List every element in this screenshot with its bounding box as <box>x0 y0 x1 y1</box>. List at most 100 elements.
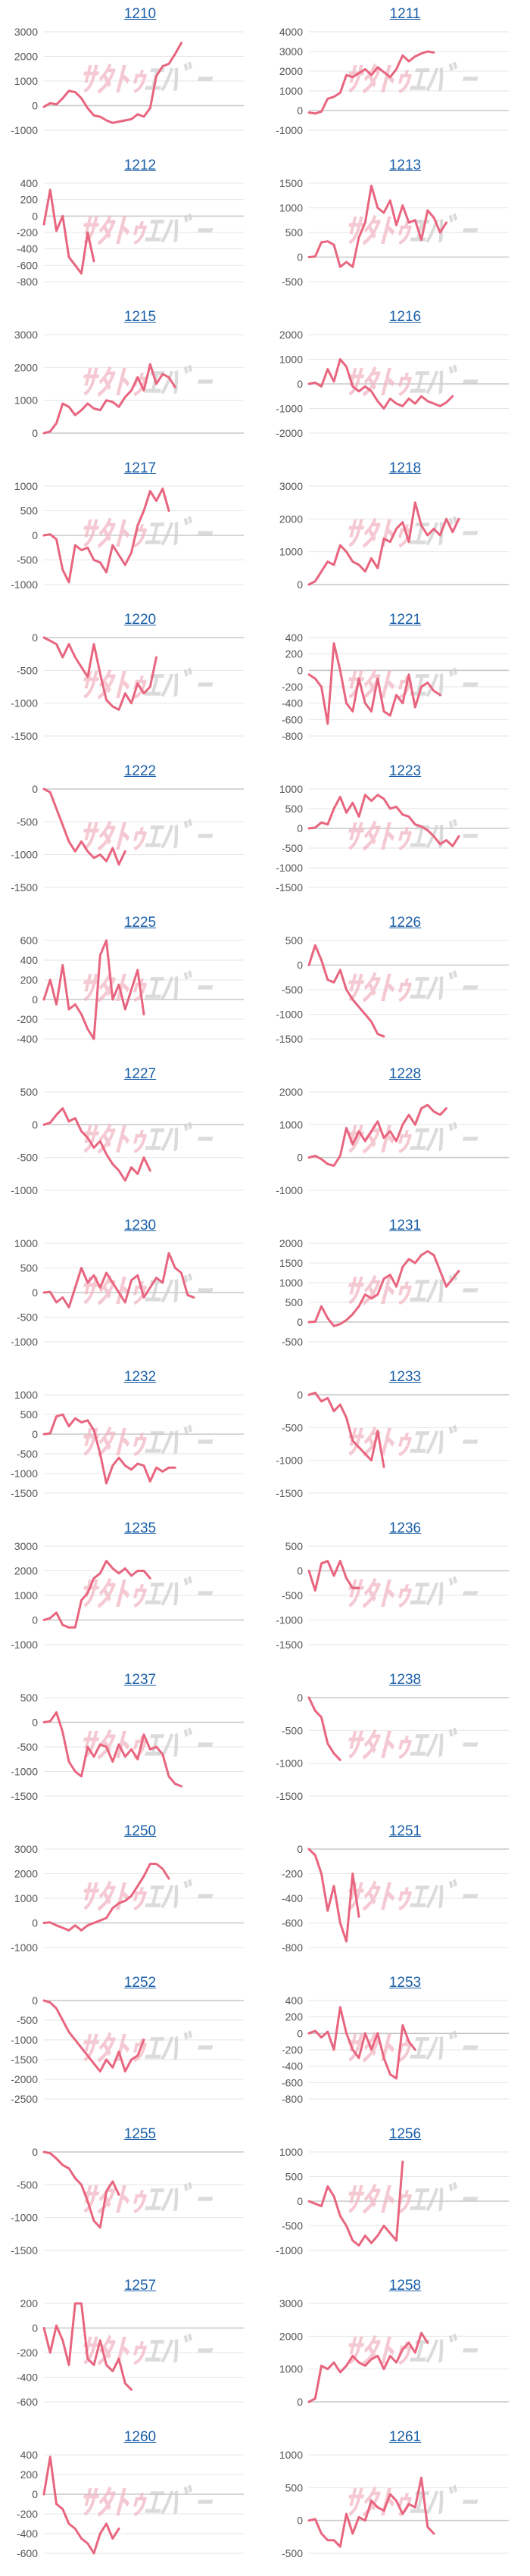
chart-title-link[interactable]: 1251 <box>388 1823 422 1839</box>
y-tick-label: 0 <box>297 959 303 971</box>
watermark-right: ｴﾊﾞｰ <box>409 364 479 401</box>
series-line <box>42 1413 176 1485</box>
y-tick-label: 1000 <box>279 783 303 795</box>
chart-title-link[interactable]: 1233 <box>388 1369 422 1385</box>
chart-title-link[interactable]: 1211 <box>389 6 421 22</box>
series-line <box>307 2331 429 2403</box>
chart-panel-1235: 3000 2000 1000 0 -1000 ｻﾀﾄｩ ｴﾊﾞｰ 1235 <box>0 1516 265 1667</box>
y-tick-label: 0 <box>32 2146 38 2158</box>
y-tick-label: -1500 <box>11 1487 38 1499</box>
chart-title-link[interactable]: 1250 <box>123 1823 157 1839</box>
y-tick-label: -500 <box>17 1152 38 1164</box>
y-tick-label: -1500 <box>276 1487 303 1499</box>
chart-panel-1256: 1000 500 0 -500 -1000 ｻﾀﾄｩ ｴﾊﾞｰ 1256 <box>265 2122 530 2273</box>
chart-title-link[interactable]: 1212 <box>123 157 157 173</box>
y-tick-label: -800 <box>282 730 303 742</box>
y-tick-label: 1000 <box>14 75 38 87</box>
chart-title-link[interactable]: 1216 <box>388 309 422 325</box>
y-tick-label: 0 <box>297 1692 303 1704</box>
y-tick-label: -1000 <box>11 2212 38 2224</box>
y-tick-label: -800 <box>282 1941 303 1954</box>
watermark-left: ｻﾀﾄｩ <box>344 364 413 401</box>
y-tick-label: -500 <box>282 276 303 288</box>
watermark-left: ｻﾀﾄｩ <box>79 1576 148 1613</box>
chart-title-link[interactable]: 1210 <box>123 6 157 22</box>
chart-title-link[interactable]: 1230 <box>123 1218 157 1233</box>
y-tick-label: 3000 <box>279 2297 303 2309</box>
watermark-right: ｴﾊﾞｰ <box>409 2484 479 2521</box>
chart-title-link[interactable]: 1223 <box>388 763 422 779</box>
chart-title-link[interactable]: 1213 <box>388 157 422 173</box>
y-tick-label: 2000 <box>279 2330 303 2342</box>
chart-title-link[interactable]: 1226 <box>388 915 422 931</box>
y-tick-label: 500 <box>285 803 304 815</box>
chart-title-link[interactable]: 1222 <box>123 763 157 779</box>
y-tick-label: -200 <box>282 681 303 693</box>
y-tick-label: -1000 <box>276 1455 303 1467</box>
y-tick-label: 500 <box>285 2481 304 2493</box>
chart-panel-1257: 200 0 -200 -400 -600 ｻﾀﾄｩ ｴﾊﾞｰ 1257 <box>0 2273 265 2425</box>
chart-title-link[interactable]: 1227 <box>123 1066 157 1082</box>
chart-title-link[interactable]: 1228 <box>388 1066 422 1082</box>
chart-title-link[interactable]: 1252 <box>123 1975 157 1991</box>
y-tick-label: 1000 <box>14 1589 38 1601</box>
watermark-right: ｴﾊﾞｰ <box>409 1576 479 1613</box>
chart-title-link[interactable]: 1257 <box>123 2278 157 2294</box>
chart-panel-1261: 1000 500 0 -500 ｻﾀﾄｩ ｴﾊﾞｰ 1261 <box>265 2425 530 2576</box>
chart-title-link[interactable]: 1258 <box>388 2278 422 2294</box>
chart-panel-1226: 500 0 -500 -1000 -1500 ｻﾀﾄｩ ｴﾊﾞｰ 1226 <box>265 910 530 1062</box>
chart-panel-1238: 0 -500 -1000 -1500 ｻﾀﾄｩ ｴﾊﾞｰ 1238 <box>265 1667 530 1819</box>
y-tick-label: -1500 <box>276 1033 303 1045</box>
y-tick-label: -500 <box>282 984 303 996</box>
chart-title-link[interactable]: 1232 <box>123 1369 157 1385</box>
chart-title-link[interactable]: 1218 <box>388 460 422 476</box>
y-tick-label: -1000 <box>276 1009 303 1021</box>
chart-title-link[interactable]: 1237 <box>123 1672 157 1688</box>
chart-title-link[interactable]: 1235 <box>123 1520 157 1536</box>
chart-title-link[interactable]: 1231 <box>388 1218 422 1233</box>
y-tick-label: 0 <box>32 2322 38 2334</box>
series-line <box>42 1560 151 1629</box>
y-tick-label: 2000 <box>14 51 38 63</box>
y-tick-label: -1000 <box>276 1614 303 1626</box>
chart-title-link[interactable]: 1215 <box>123 309 157 325</box>
y-tick-label: 500 <box>20 1408 39 1421</box>
y-tick-label: -200 <box>282 2044 303 2056</box>
chart-title-link[interactable]: 1256 <box>388 2126 422 2142</box>
y-tick-label: 2000 <box>279 513 303 525</box>
chart-title-link[interactable]: 1217 <box>123 460 157 476</box>
chart-title-link[interactable]: 1261 <box>388 2429 422 2445</box>
y-tick-label: 1500 <box>279 177 303 189</box>
chart-title-link[interactable]: 1255 <box>123 2126 157 2142</box>
y-tick-label: 2000 <box>14 1868 38 1880</box>
chart-title-link[interactable]: 1225 <box>123 915 157 931</box>
chart-panel-1211: 4000 3000 2000 1000 0 -1000 ｻﾀﾄｩ ｴﾊﾞｰ 1211 <box>265 2 530 153</box>
chart-title-link[interactable]: 1236 <box>388 1520 422 1536</box>
chart-title-link[interactable]: 1220 <box>123 612 157 628</box>
chart-title-link[interactable]: 1221 <box>388 612 422 628</box>
chart-title-link[interactable]: 1260 <box>123 2429 157 2445</box>
series-line <box>307 642 441 725</box>
y-tick-label: 200 <box>20 2468 39 2481</box>
chart-title-link[interactable]: 1238 <box>388 1672 422 1688</box>
y-tick-label: 0 <box>32 100 38 112</box>
y-tick-label: 1000 <box>14 395 38 407</box>
chart-panel-1253: 400 200 0 -200 -400 -600 -800 ｻﾀﾄｩ ｴﾊﾞｰ 1253 <box>265 1970 530 2122</box>
chart-title-link[interactable]: 1253 <box>388 1975 422 1991</box>
